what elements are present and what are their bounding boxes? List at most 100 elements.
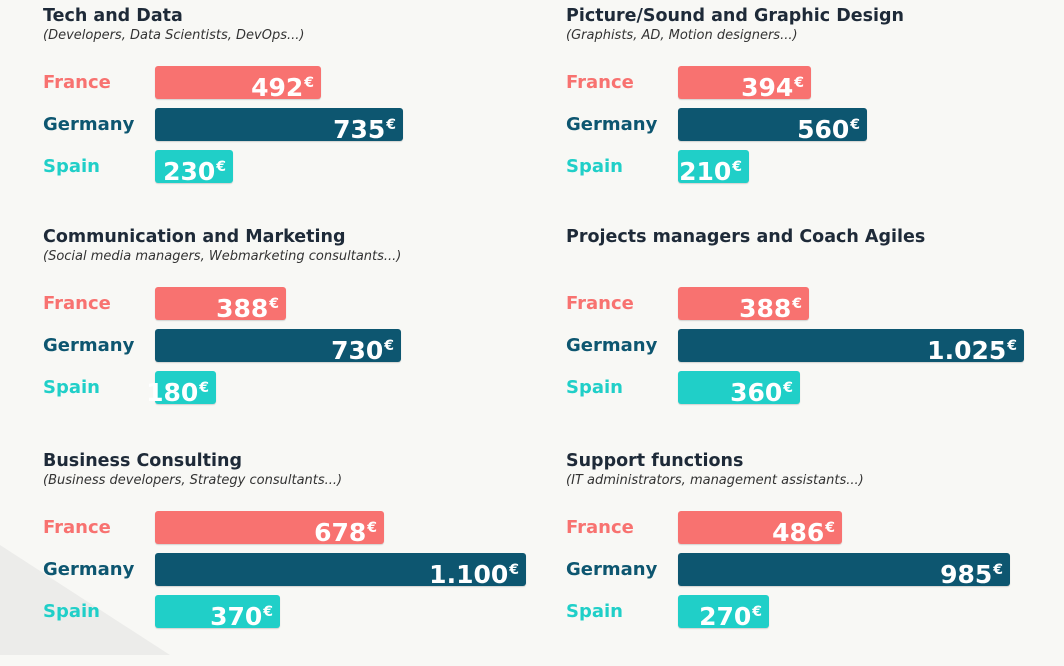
category-label: Spain [43, 156, 100, 177]
chart-panel: Projects managers and Coach Agiles France… [566, 227, 1064, 442]
data-label: 388€ [216, 294, 279, 323]
bar-row-germany: Germany 1.025€ [566, 329, 1064, 365]
euro-sign: € [384, 338, 394, 354]
data-label: 210€ [679, 157, 742, 186]
data-label: 394€ [741, 73, 804, 102]
data-label: 492€ [251, 73, 314, 102]
bar-france: 388€ [155, 287, 286, 323]
chart-subtitle: (Developers, Data Scientists, DevOps...) [43, 28, 305, 43]
euro-sign: € [825, 520, 835, 536]
euro-sign: € [269, 296, 279, 312]
bar-france: 388€ [678, 287, 809, 323]
euro-sign: € [752, 604, 762, 620]
euro-sign: € [792, 296, 802, 312]
background-corner-shape [0, 545, 170, 655]
chart-subtitle: (IT administrators, management assistant… [566, 473, 864, 488]
chart-panel: Business Consulting (Business developers,… [43, 451, 543, 666]
bar-row-france: France 394€ [566, 66, 1064, 102]
bar-spain: 370€ [155, 595, 280, 631]
bar-france: 394€ [678, 66, 811, 102]
data-label: 370€ [210, 602, 273, 631]
euro-sign: € [367, 520, 377, 536]
euro-sign: € [1007, 338, 1017, 354]
data-label: 730€ [331, 336, 394, 365]
bar-row-france: France 492€ [43, 66, 543, 102]
bar-row-france: France 388€ [566, 287, 1064, 323]
chart-subtitle: (Business developers, Strategy consultan… [43, 473, 343, 488]
bar-spain: 180€ [146, 371, 216, 407]
bar-spain: 270€ [678, 595, 769, 631]
data-label: 360€ [730, 378, 793, 407]
category-label: France [43, 517, 111, 538]
category-label: France [566, 517, 634, 538]
chart-panel: Support functions (IT administrators, man… [566, 451, 1064, 666]
bar-spain: 210€ [678, 150, 749, 186]
chart-title: Tech and Data [43, 6, 183, 26]
chart-subtitle: (Social media managers, Webmarketing con… [43, 249, 402, 264]
data-label: 985€ [940, 560, 1003, 589]
chart-panel: Communication and Marketing (Social media… [43, 227, 543, 442]
bar-row-spain: Spain 370€ [43, 595, 543, 631]
data-label: 678€ [314, 518, 377, 547]
chart-title: Projects managers and Coach Agiles [566, 227, 926, 247]
euro-sign: € [263, 604, 273, 620]
data-label: 270€ [699, 602, 762, 631]
bar-row-spain: Spain 180€ [43, 371, 543, 407]
category-label: Germany [43, 559, 135, 580]
bar-row-germany: Germany 985€ [566, 553, 1064, 589]
category-label: Germany [566, 559, 658, 580]
chart-title: Picture/Sound and Graphic Design [566, 6, 905, 26]
bar-germany: 985€ [678, 553, 1010, 589]
category-label: Spain [43, 377, 100, 398]
euro-sign: € [386, 117, 396, 133]
category-label: Spain [566, 601, 623, 622]
chart-title: Business Consulting [43, 451, 243, 471]
bar-germany: 730€ [155, 329, 401, 365]
category-label: Spain [566, 377, 623, 398]
category-label: France [566, 72, 634, 93]
bar-row-spain: Spain 360€ [566, 371, 1064, 407]
euro-sign: € [199, 380, 209, 396]
data-label: 180€ [146, 378, 209, 407]
bar-germany: 1.100€ [155, 553, 526, 589]
bar-row-spain: Spain 230€ [43, 150, 543, 186]
category-label: France [566, 293, 634, 314]
bar-row-france: France 678€ [43, 511, 543, 547]
chart-panel: Tech and Data (Developers, Data Scientist… [43, 6, 543, 221]
category-label: France [43, 293, 111, 314]
category-label: Spain [566, 156, 623, 177]
bar-row-germany: Germany 560€ [566, 108, 1064, 144]
bar-row-spain: Spain 270€ [566, 595, 1064, 631]
bar-france: 492€ [155, 66, 321, 102]
category-label: Germany [43, 335, 135, 356]
bar-row-germany: Germany 735€ [43, 108, 543, 144]
bar-france: 486€ [678, 511, 842, 547]
bar-row-france: France 388€ [43, 287, 543, 323]
category-label: France [43, 72, 111, 93]
chart-subtitle: (Graphists, AD, Motion designers...) [566, 28, 798, 43]
bar-row-spain: Spain 210€ [566, 150, 1064, 186]
euro-sign: € [850, 117, 860, 133]
bar-france: 678€ [155, 511, 384, 547]
bar-germany: 735€ [155, 108, 403, 144]
data-label: 486€ [772, 518, 835, 547]
category-label: Spain [43, 601, 100, 622]
category-label: Germany [43, 114, 135, 135]
data-label: 1.100€ [429, 560, 519, 589]
bar-germany: 1.025€ [678, 329, 1024, 365]
euro-sign: € [732, 159, 742, 175]
bar-row-germany: Germany 1.100€ [43, 553, 543, 589]
data-label: 230€ [163, 157, 226, 186]
euro-sign: € [509, 562, 519, 578]
euro-sign: € [794, 75, 804, 91]
category-label: Germany [566, 114, 658, 135]
bar-spain: 360€ [678, 371, 800, 407]
bar-row-germany: Germany 730€ [43, 329, 543, 365]
bar-row-france: France 486€ [566, 511, 1064, 547]
chart-title: Communication and Marketing [43, 227, 346, 247]
data-label: 560€ [797, 115, 860, 144]
bar-germany: 560€ [678, 108, 867, 144]
euro-sign: € [216, 159, 226, 175]
chart-panel: Picture/Sound and Graphic Design (Graphis… [566, 6, 1064, 221]
data-label: 388€ [739, 294, 802, 323]
